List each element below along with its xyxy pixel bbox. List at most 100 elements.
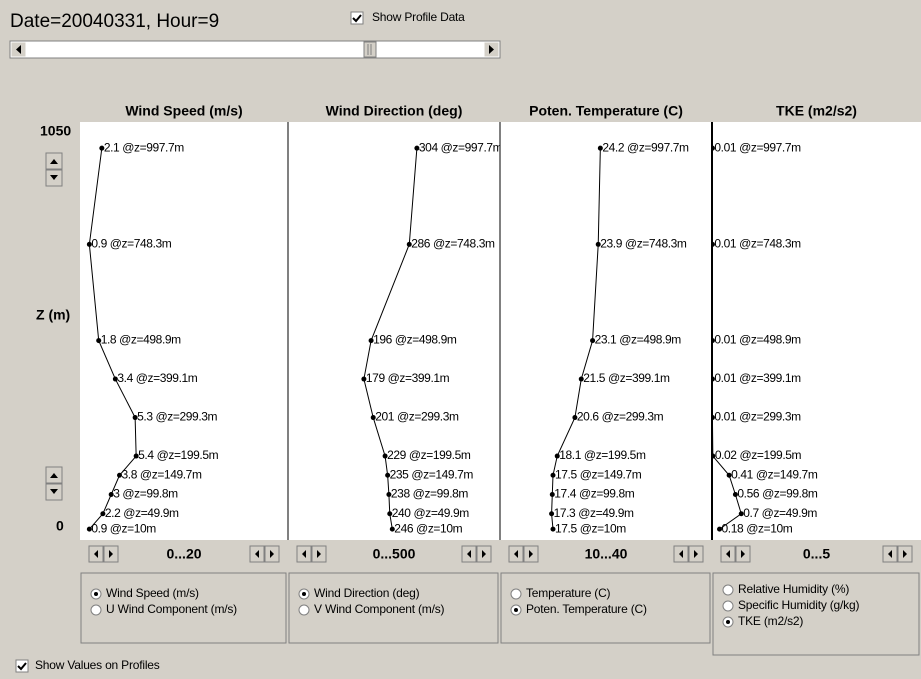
radio-option[interactable]: Temperature (C) [510,586,611,600]
arrow [679,550,683,558]
point-label: 3.4 @z=399.1m [117,371,197,385]
z-spin-bottom[interactable] [45,466,63,501]
profile-point [590,338,596,344]
range-buttons[interactable] [673,545,704,563]
radio-group: Wind Speed (m/s) U Wind Component (m/s) [80,572,287,644]
radio-option[interactable]: TKE (m2/s2) [722,614,804,628]
show-values-checkbox[interactable] [15,659,29,673]
profile-point [550,472,556,478]
arrow [903,550,907,558]
arrow [270,550,274,558]
profile-point [549,492,555,498]
point-label: 23.1 @z=498.9m [595,333,682,347]
point-label: 17.5 @z=149.7m [555,467,642,481]
arrow [529,550,533,558]
profile-panel: 24.2 @z=997.7m 23.9 @z=748.3m 23.1 @z=498.… [549,140,689,535]
group-box [500,572,711,644]
radio-option[interactable]: U Wind Component (m/s) [90,602,237,616]
radio-option[interactable]: V Wind Component (m/s) [298,602,445,616]
z-spin-top[interactable] [45,152,63,187]
profile-point [99,145,105,151]
z-tick-label: 1050 [40,123,71,139]
profile-panel: 304 @z=997.7m 286 @z=748.3m 196 @z=498.9m 1… [361,140,500,535]
profile-point [117,472,123,478]
profile-point [86,526,92,532]
radio-group: Relative Humidity (%) Specific Humidity (… [712,572,920,656]
range-label: 0...20 [166,546,201,562]
point-label: 2.1 @z=997.7m [104,140,184,154]
profile-panel: 0.01 @z=997.7m 0.01 @z=748.3m 0.01 @z=498.… [712,140,818,535]
profile-line [363,148,418,530]
profile-panel: 2.1 @z=997.7m 0.9 @z=748.3m 1.8 @z=498.9m 3… [86,140,219,535]
point-label: 0.01 @z=299.3m [714,410,801,424]
arrow [109,550,113,558]
arrow [741,550,745,558]
profile-point [368,338,374,344]
radio-option[interactable]: Wind Speed (m/s) [90,586,199,600]
arrow [726,550,730,558]
profile-point [389,526,395,532]
profile-point [712,145,715,151]
profile-line [712,148,742,530]
profile-line [88,148,137,530]
radio-label: Specific Humidity (g/kg) [738,598,859,612]
profile-point [597,145,603,151]
point-label: 201 @z=299.3m [375,410,459,424]
range-buttons[interactable] [882,545,913,563]
point-label: 5.4 @z=199.5m [138,448,218,462]
arrow [514,550,518,558]
arrow [482,550,486,558]
point-label: 3.8 @z=149.7m [122,467,202,481]
profile-point [712,415,715,421]
radio-label: Relative Humidity (%) [738,582,849,596]
checkbox-label: Show Profile Data [372,10,465,24]
radio-option[interactable]: Specific Humidity (g/kg) [722,598,860,612]
panel-title: Wind Speed (m/s) [125,103,242,119]
profile-point [382,453,388,459]
radio-dot [726,620,730,624]
profile-point [387,511,393,517]
header-title: Date=20040331, Hour=9 [10,11,219,32]
profile-point [108,492,114,498]
date-slider[interactable] [9,40,501,59]
point-label: 240 @z=49.9m [392,506,470,520]
arrow [317,550,321,558]
point-label: 0.01 @z=399.1m [714,371,801,385]
point-label: 18.1 @z=199.5m [559,448,646,462]
arrow [467,550,471,558]
radio-option[interactable]: Wind Direction (deg) [298,586,420,600]
checkbox-box [350,11,364,25]
point-label: 0.01 @z=498.9m [714,333,801,347]
range-label: 0...5 [803,546,830,562]
radio-label: TKE (m2/s2) [738,614,803,628]
profile-point [133,453,139,459]
radio-option[interactable]: Poten. Temperature (C) [510,602,647,616]
point-label: 286 @z=748.3m [411,237,495,251]
range-buttons[interactable] [249,545,280,563]
range-buttons[interactable] [461,545,492,563]
radio-label: U Wind Component (m/s) [106,602,237,616]
profile-point [595,241,601,247]
show-profile-checkbox[interactable] [350,11,364,25]
point-label: 17.4 @z=99.8m [554,487,634,501]
profile-point [726,472,732,478]
radio-label: Temperature (C) [526,586,611,600]
radio-label: Poten. Temperature (C) [526,602,647,616]
range-buttons[interactable] [720,545,751,563]
profile-point [717,526,723,532]
radio-button [90,604,102,616]
radio-button [722,600,734,612]
range-buttons[interactable] [296,545,327,563]
radio-option[interactable]: Relative Humidity (%) [722,582,850,596]
radio-dot [94,592,98,596]
range-buttons[interactable] [88,545,119,563]
checkmark [17,662,27,671]
point-label: 0.01 @z=748.3m [714,237,801,251]
profile-point [370,415,376,421]
range-buttons[interactable] [508,545,539,563]
profile-point [406,241,412,247]
radio-dot [514,608,518,612]
point-label: 196 @z=498.9m [373,333,457,347]
point-label: 0.9 @z=748.3m [91,237,171,251]
checkbox-label: Show Values on Profiles [35,658,160,672]
